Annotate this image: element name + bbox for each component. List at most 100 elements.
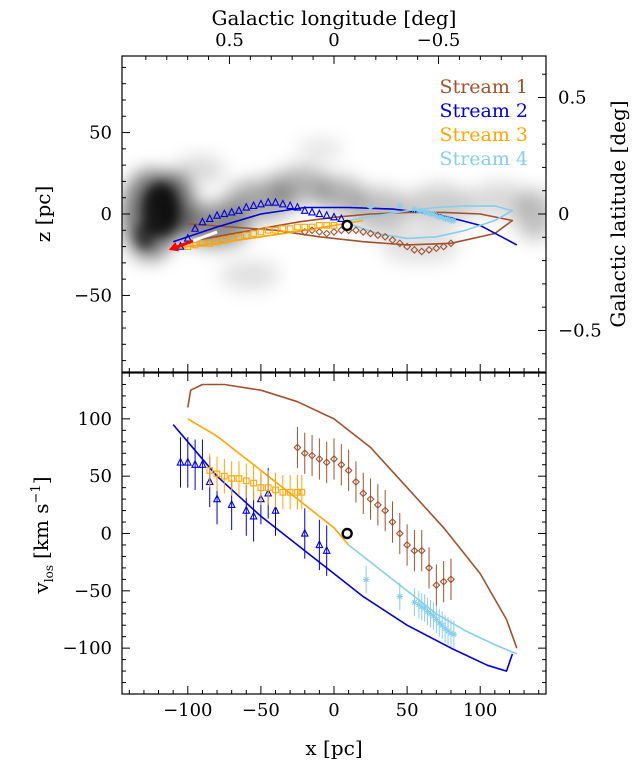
top-point-stream-3 (316, 222, 323, 229)
top-point-stream-3 (301, 223, 309, 231)
x-tick-label: −100 (163, 700, 212, 721)
bottom-point-stream-1 (410, 546, 419, 555)
bottom-point-stream-4 (441, 625, 449, 632)
x-tick-label: −50 (242, 700, 280, 721)
bottom-point-stream-4 (438, 622, 446, 629)
top-point-stream-4 (438, 214, 446, 221)
top-point-stream-4 (450, 217, 458, 224)
legend-stream-3: Stream 3 (440, 124, 528, 146)
bottom-point-stream-3 (264, 484, 272, 491)
top-point-stream-1 (388, 236, 397, 245)
bottom-point-stream-3 (298, 488, 306, 496)
gas-density-map (122, 138, 546, 290)
top-tick-label: −0.5 (417, 30, 461, 51)
top-point-stream-3 (235, 233, 243, 241)
x-tick-label: 0 (328, 700, 339, 721)
top-point-stream-2 (249, 200, 258, 210)
bottom-point-stream-1 (432, 581, 441, 590)
bottom-point-stream-2 (176, 457, 185, 466)
bottom-point-stream-2 (227, 499, 236, 508)
top-point-stream-2 (205, 213, 214, 223)
bottom-panel (172, 383, 518, 672)
top-point-stream-3 (250, 230, 257, 237)
right-axis-label: Galactic latitude [deg] (606, 100, 630, 327)
bottom-sun-marker (341, 527, 353, 540)
top-point-stream-3 (257, 228, 265, 236)
top-orbit-stream-3 (173, 219, 364, 249)
top-y-tick-label: 0 (101, 204, 112, 225)
top-point-stream-4 (418, 207, 425, 214)
bottom-point-stream-1 (330, 455, 338, 463)
top-point-stream-2 (293, 202, 302, 211)
top-point-stream-2 (191, 223, 200, 232)
top-point-stream-2 (322, 210, 331, 219)
bottom-point-stream-1 (337, 460, 346, 469)
top-point-stream-1 (300, 227, 309, 236)
top-point-stream-1 (330, 227, 338, 236)
top-axis-label: Galactic longitude [deg] (212, 6, 457, 30)
bottom-point-stream-1 (300, 449, 309, 458)
top-point-stream-2 (278, 199, 287, 208)
bottom-point-stream-1 (381, 506, 390, 515)
bottom-point-stream-2 (249, 511, 258, 520)
bottom-point-stream-4 (396, 593, 403, 600)
legend: Stream 1 Stream 2 Stream 3 Stream 4 (440, 76, 528, 170)
top-point-stream-1 (308, 226, 317, 235)
bottom-point-stream-1 (359, 489, 368, 498)
top-point-stream-2 (300, 205, 309, 214)
bottom-point-stream-4 (362, 576, 370, 583)
top-point-stream-3 (308, 223, 316, 231)
x-tick-label: 50 (396, 700, 419, 721)
top-orbit-stream-4 (348, 205, 514, 240)
right-tick-label: 0 (558, 204, 569, 225)
bottom-point-stream-1 (293, 443, 302, 452)
legend-stream-4: Stream 4 (440, 148, 528, 170)
top-point-stream-2 (212, 210, 222, 219)
x-axis-label: x [pc] (305, 736, 362, 760)
bottom-point-stream-1 (388, 518, 397, 527)
top-point-stream-3 (264, 226, 272, 234)
bottom-point-stream-3 (294, 488, 301, 496)
bottom-point-stream-4 (418, 603, 425, 611)
bottom-point-stream-2 (271, 505, 280, 514)
top-point-stream-2 (220, 208, 229, 218)
bottom-point-stream-1 (446, 575, 455, 584)
top-point-stream-3 (323, 222, 331, 229)
bottom-panel-frame (121, 372, 547, 695)
top-point-stream-3 (272, 226, 279, 234)
bottom-point-stream-2 (212, 494, 222, 503)
top-tick-label: 0.5 (215, 30, 244, 51)
top-point-stream-2 (271, 197, 280, 206)
top-point-stream-3 (294, 223, 301, 231)
bottom-point-stream-2 (242, 505, 251, 514)
top-point-stream-1 (446, 239, 455, 248)
top-point-stream-4 (367, 204, 374, 211)
bottom-point-stream-1 (403, 540, 412, 549)
top-point-stream-4 (424, 209, 431, 216)
bottom-point-stream-1 (425, 563, 434, 572)
top-point-stream-1 (359, 227, 368, 236)
bottom-y-tick-label: −100 (63, 638, 112, 659)
top-point-stream-3 (199, 239, 206, 247)
top-point-stream-3 (330, 222, 338, 229)
top-point-stream-1 (410, 245, 419, 254)
top-point-stream-2 (183, 233, 192, 242)
bottom-point-stream-1 (315, 455, 324, 463)
top-point-stream-2 (286, 200, 295, 210)
bottom-point-stream-4 (436, 619, 443, 627)
bottom-point-stream-3 (279, 488, 287, 496)
bottom-point-stream-4 (447, 630, 455, 637)
bottom-point-stream-1 (344, 466, 353, 475)
top-point-stream-3 (228, 235, 236, 242)
top-point-stream-1 (425, 245, 434, 254)
top-y-tick-label: 50 (89, 123, 112, 144)
top-point-stream-3 (220, 236, 228, 244)
bottom-point-stream-2 (183, 457, 192, 466)
top-point-stream-3 (206, 239, 214, 247)
bottom-point-stream-2 (300, 528, 309, 537)
top-point-stream-4 (444, 215, 452, 223)
top-point-stream-1 (366, 229, 375, 238)
right-tick-label: −0.5 (558, 320, 602, 341)
top-point-stream-3 (286, 225, 294, 233)
